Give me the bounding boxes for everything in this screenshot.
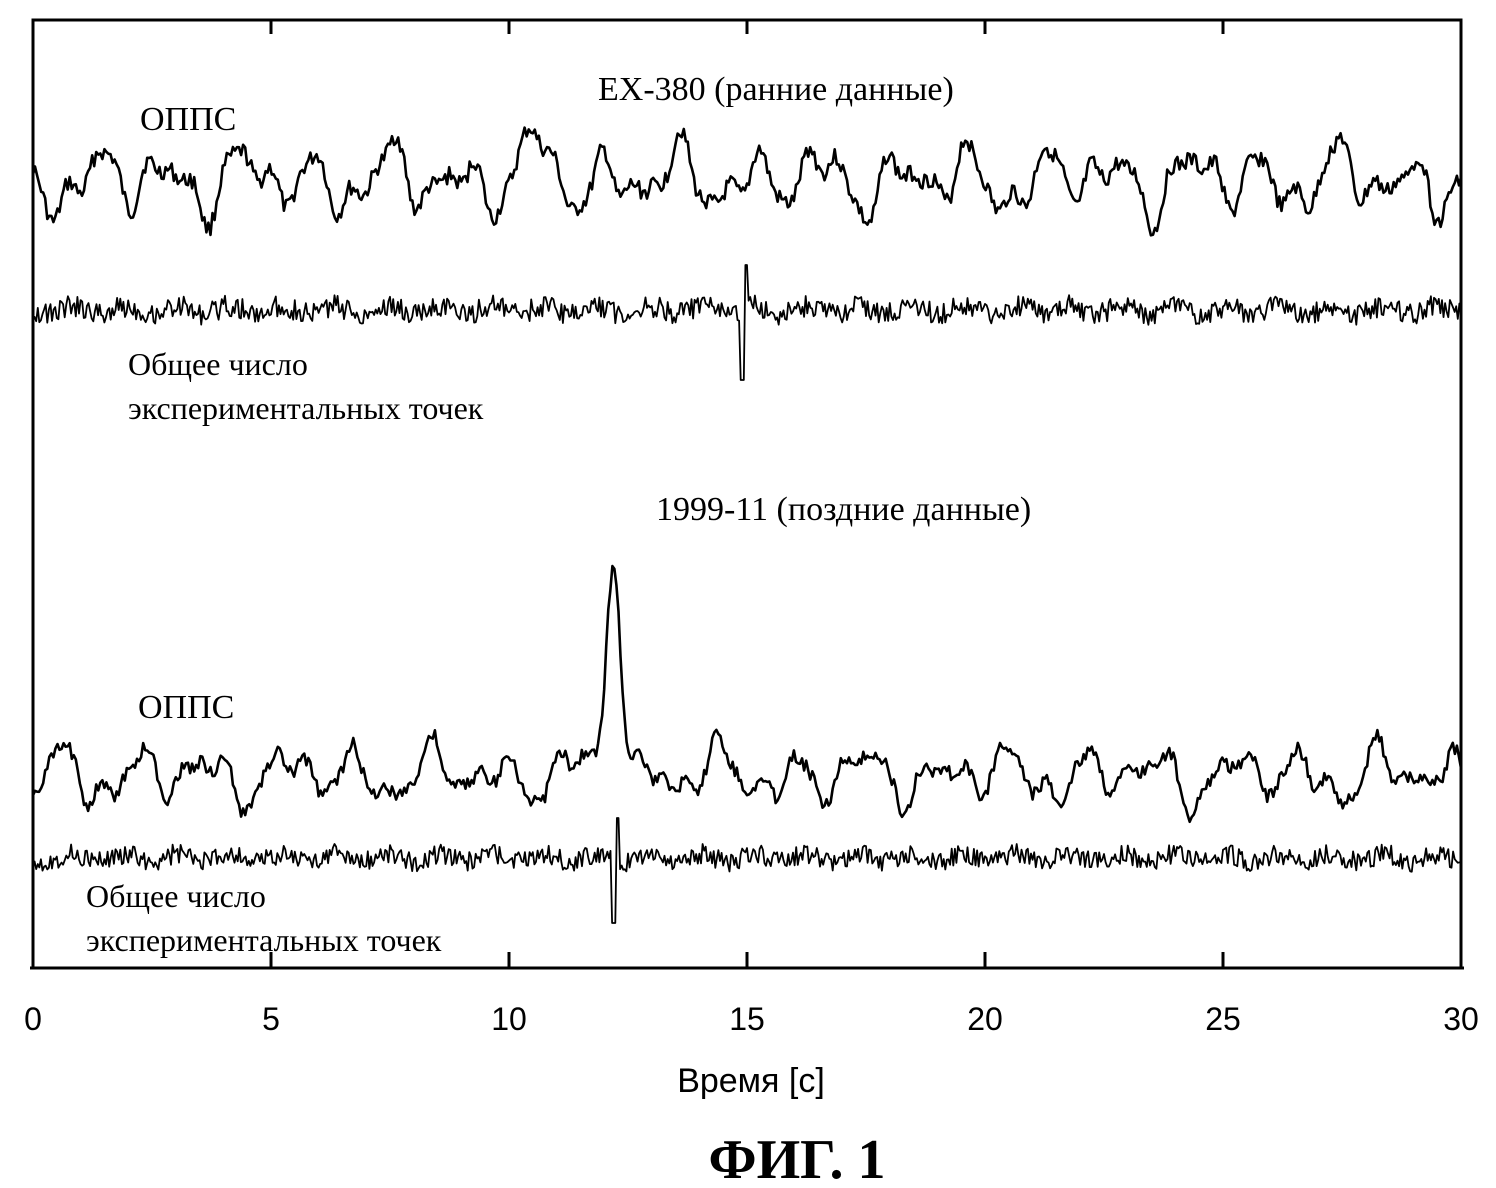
- x-axis-label: Время [с]: [677, 1062, 825, 1100]
- panel2-title: 1999-11 (поздние данные): [656, 491, 1031, 528]
- figure-label: ФИГ. 1: [709, 1129, 886, 1188]
- panel1-series-oppc-label: ОППС: [140, 101, 236, 138]
- panel1-title: EX-380 (ранние данные): [598, 71, 954, 108]
- panel2-series-oppc-label: ОППС: [138, 689, 234, 726]
- x-tick-label-15: 15: [729, 1001, 765, 1037]
- x-tick-label-25: 25: [1205, 1001, 1241, 1037]
- x-tick-labels: 0 5 10 15 20 25 30: [24, 1001, 1479, 1037]
- series-line-panel1-oppc: [33, 128, 1461, 236]
- series-line-panel2-oppc: [33, 566, 1461, 822]
- x-tick-label-0: 0: [24, 1001, 42, 1037]
- x-tick-label-20: 20: [967, 1001, 1003, 1037]
- x-tick-label-10: 10: [491, 1001, 527, 1037]
- panel2-series-total-label: Общее число экспериментальных точек: [86, 878, 442, 958]
- x-tick-label-30: 30: [1443, 1001, 1479, 1037]
- x-tick-label-5: 5: [262, 1001, 280, 1037]
- panel1-series-total-label: Общее число экспериментальных точек: [128, 346, 484, 426]
